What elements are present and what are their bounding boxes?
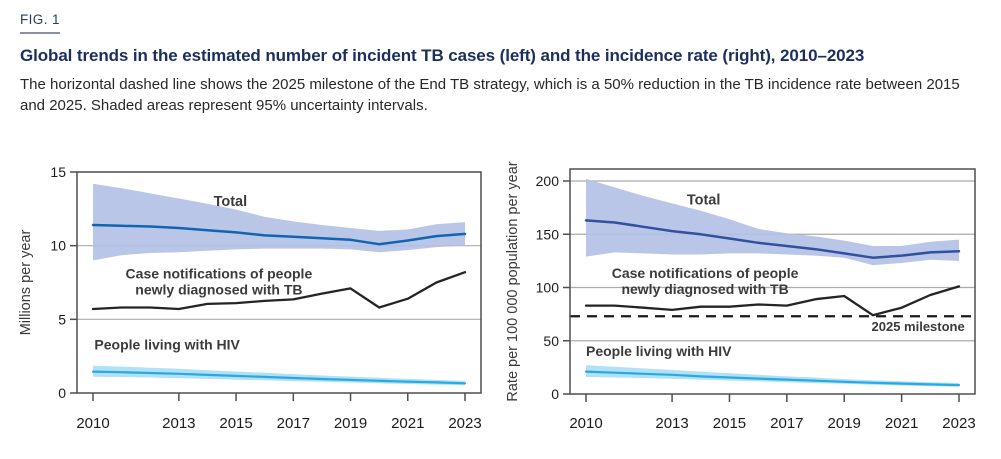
hiv-line	[584, 370, 961, 387]
hiv-uncertainty-band	[586, 365, 959, 387]
x-tick-label: 2023	[448, 415, 481, 432]
total-uncertainty-band	[586, 178, 959, 266]
charts-row: 0 5 10 15 2010 2013 2015 2017 2019 2021 2023 Millio…	[0, 160, 1001, 459]
figure-label-rule	[20, 32, 60, 34]
figure-label: FIG. 1	[20, 12, 60, 27]
x-tick-label: 2021	[391, 415, 424, 432]
figure-title: Global trends in the estimated number of…	[20, 46, 865, 65]
y-tick-label: 150	[536, 226, 560, 242]
notifications-label: Case notifications of people newly diagno…	[612, 265, 799, 297]
x-tick-label: 2013	[655, 415, 688, 432]
notifications-line	[584, 285, 961, 317]
hiv-line	[91, 370, 467, 385]
x-tick-label: 2017	[277, 415, 310, 432]
figure-description: The horizontal dashed line shows the 202…	[20, 76, 960, 115]
notifications-line	[91, 271, 467, 311]
y-tick-label: 0	[551, 386, 559, 402]
y-axis-title: Millions per year	[18, 230, 34, 336]
hiv-label: People living with HIV	[586, 343, 732, 359]
incident-tb-cases-plot: 0 5 10 15 2010 2013 2015 2017 2019 2021 2023 Millio…	[18, 164, 482, 432]
total-line	[91, 223, 467, 246]
x-tick-label: 2019	[828, 415, 861, 432]
chart-incident-tb-cases: 0 5 10 15 2010 2013 2015 2017 2019 2021 2023 Millio…	[0, 160, 500, 459]
plot-frame	[76, 171, 482, 394]
x-tick-label: 2010	[569, 415, 602, 432]
y-tick-label: 100	[536, 280, 560, 296]
figure-header: FIG. 1 Global trends in the estimated nu…	[20, 12, 985, 117]
x-tick-label: 2019	[334, 415, 367, 432]
milestone-label: 2025 milestone	[872, 319, 965, 334]
chart-tb-incidence-rate: 0 50 100 150 200 2010 2013 2015 2017 2019 2021 2023…	[500, 160, 1001, 459]
y-tick-label: 50	[543, 333, 559, 349]
plot-frame	[569, 168, 976, 395]
x-tick-label: 2013	[162, 415, 195, 432]
total-line	[584, 219, 961, 259]
y-tick-label: 200	[536, 173, 560, 189]
x-tick-label: 2015	[713, 415, 746, 432]
y-tick-label: 10	[50, 238, 66, 254]
notifications-label: Case notifications of people newly diagno…	[126, 265, 313, 297]
total-label: Total	[687, 192, 721, 208]
x-tick-label: 2023	[942, 415, 975, 432]
hiv-label: People living with HIV	[94, 337, 240, 353]
tb-incidence-rate-plot: 0 50 100 150 200 2010 2013 2015 2017 2019 2021 2023…	[505, 161, 976, 432]
total-label: Total	[214, 194, 248, 210]
y-tick-label: 15	[50, 164, 66, 180]
x-tick-label: 2015	[219, 415, 252, 432]
y-tick-label: 0	[58, 385, 66, 401]
x-tick-label: 2021	[885, 415, 918, 432]
x-tick-label: 2017	[770, 415, 803, 432]
total-uncertainty-band	[93, 183, 465, 261]
y-axis-title: Rate per 100 000 population per year	[505, 161, 521, 401]
x-tick-label: 2010	[76, 415, 109, 432]
y-tick-label: 5	[58, 311, 66, 327]
